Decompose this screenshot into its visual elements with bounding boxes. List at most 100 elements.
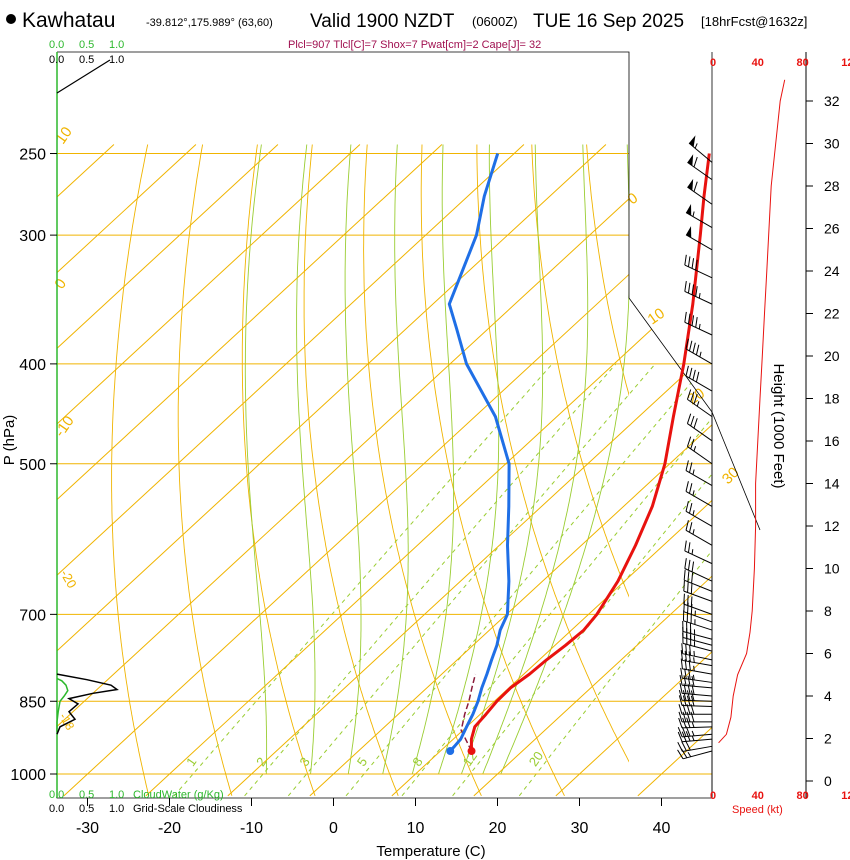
- wind-barb-staff: [685, 375, 713, 392]
- isotherms: [57, 144, 712, 797]
- temperature-tick-label: 20: [489, 820, 507, 837]
- cloudwater-tick-label: 0.0: [49, 789, 64, 801]
- wind-barb-flag: [681, 726, 687, 737]
- cloudwater-tick-label: 1.0: [109, 789, 124, 801]
- wind-barb-half-flag: [698, 323, 701, 330]
- wind-barb: [683, 569, 713, 592]
- mixing-ratio-label: 1: [183, 754, 199, 769]
- pressure-tick-label: 250: [19, 147, 46, 164]
- moist-adiabat-286: [344, 144, 362, 775]
- dewpoint-trace: [447, 153, 511, 753]
- isotherm--80: [57, 144, 361, 797]
- wind-barb: [684, 558, 713, 582]
- cloudiness-upper-segment: [56, 59, 111, 94]
- wind-barb-flag: [683, 569, 686, 581]
- cloudiness-tick-label: 0.5: [79, 803, 94, 815]
- wind-barb-staff: [682, 745, 713, 753]
- wind-barb-flag: [678, 711, 683, 722]
- cloudiness-tick-label: 1.0: [109, 803, 124, 815]
- wind-barb-flag: [681, 643, 684, 654]
- temperature-tick-label: 0: [329, 820, 338, 837]
- wind-barb-pennant: [686, 226, 692, 238]
- pressure-tick-label: 1000: [10, 767, 46, 784]
- wind-barb-flag: [688, 367, 693, 379]
- x-axis-title: Temperature (C): [376, 843, 485, 860]
- wind-barb-half-flag: [696, 401, 700, 407]
- height-tick-label: 4: [824, 688, 832, 704]
- wind-barb-flag: [677, 741, 683, 752]
- speed-tick-label: 80: [796, 57, 808, 69]
- isotherm-label: 0: [51, 276, 70, 293]
- isotherm-label: -20: [57, 567, 79, 591]
- cloudwater-label: CloudWater (g/Kg): [133, 789, 224, 801]
- cloudwater-tick-label: 0.5: [79, 789, 94, 801]
- moist-adiabats: [244, 144, 631, 775]
- wind-barb: [685, 365, 713, 392]
- wind-barb-flag: [686, 717, 691, 728]
- wind-barb-staff: [682, 642, 713, 652]
- wind-barb: [678, 689, 713, 702]
- wind-barb: [677, 726, 713, 738]
- wind-barb-flag: [688, 340, 693, 351]
- wind-barb-half-flag: [691, 722, 695, 728]
- wind-barb-staff: [685, 470, 713, 487]
- wind-barb-half-flag: [687, 752, 692, 757]
- isotherm-20: [473, 144, 712, 797]
- wind-barb-flag: [688, 522, 693, 533]
- wind-barb: [685, 460, 713, 487]
- wind-barb: [685, 338, 713, 365]
- dry-adiabat-340: [642, 145, 850, 796]
- height-tick-label: 22: [824, 306, 840, 322]
- speed-axis-label: Speed (kt): [732, 804, 783, 816]
- wind-barb-flag: [688, 503, 693, 514]
- wind-barb-flag: [695, 316, 698, 328]
- wind-barb-flag: [685, 460, 689, 471]
- wind-barb-flag: [690, 583, 693, 594]
- wind-barb-staff: [682, 738, 713, 743]
- height-tick-label: 10: [824, 561, 840, 577]
- mixing-ratio-label: 20: [526, 749, 547, 769]
- wind-barb: [684, 254, 713, 279]
- wind-barb-flag: [687, 282, 691, 294]
- frame-diagonal-lower: [711, 411, 761, 531]
- isotherm--20: [145, 144, 712, 797]
- wind-barb-flag: [686, 413, 692, 424]
- forecast-date: TUE 16 Sep 2025: [533, 11, 684, 32]
- height-tick-label: 28: [824, 178, 840, 194]
- location-dot: [6, 14, 16, 24]
- temperature-tick-label: 40: [653, 820, 671, 837]
- wind-barb-staff: [682, 699, 713, 702]
- wind-speed-profile: [718, 79, 786, 744]
- dry-adiabats: [111, 144, 850, 797]
- wind-barb-flag: [686, 389, 692, 400]
- wind-barb-staff: [683, 590, 713, 602]
- wind-barb-flag: [693, 418, 698, 429]
- wind-barb-staff: [685, 212, 713, 229]
- wind-barb-flag: [691, 572, 694, 584]
- wind-barb-half-flag: [692, 529, 695, 535]
- wind-barb-flag: [695, 371, 700, 383]
- temperature-trace: [469, 153, 711, 752]
- wind-barb-flag: [689, 644, 691, 656]
- wind-barb-flag: [690, 690, 695, 701]
- wind-barb-flag: [685, 501, 689, 512]
- wind-barb: [682, 627, 713, 646]
- wind-barb-flag: [682, 711, 687, 722]
- wind-barb: [678, 717, 713, 729]
- pressure-tick-label: 850: [19, 694, 46, 711]
- wind-barb-flag: [687, 571, 690, 582]
- wind-barbs: [677, 135, 713, 760]
- wind-barb-staff: [687, 423, 713, 442]
- isotherm-label: 10: [52, 124, 75, 147]
- wind-barb-flag: [690, 711, 695, 722]
- wind-barb-staff: [685, 510, 713, 527]
- wind-barb-flag: [691, 315, 695, 326]
- wind-barb-flag: [685, 481, 689, 492]
- wind-barb-staff: [688, 142, 713, 163]
- wind-barb-staff: [684, 290, 713, 305]
- isotherm-label: 0: [625, 190, 642, 209]
- wind-barb-staff: [683, 603, 713, 615]
- wind-barb-flag: [685, 644, 688, 655]
